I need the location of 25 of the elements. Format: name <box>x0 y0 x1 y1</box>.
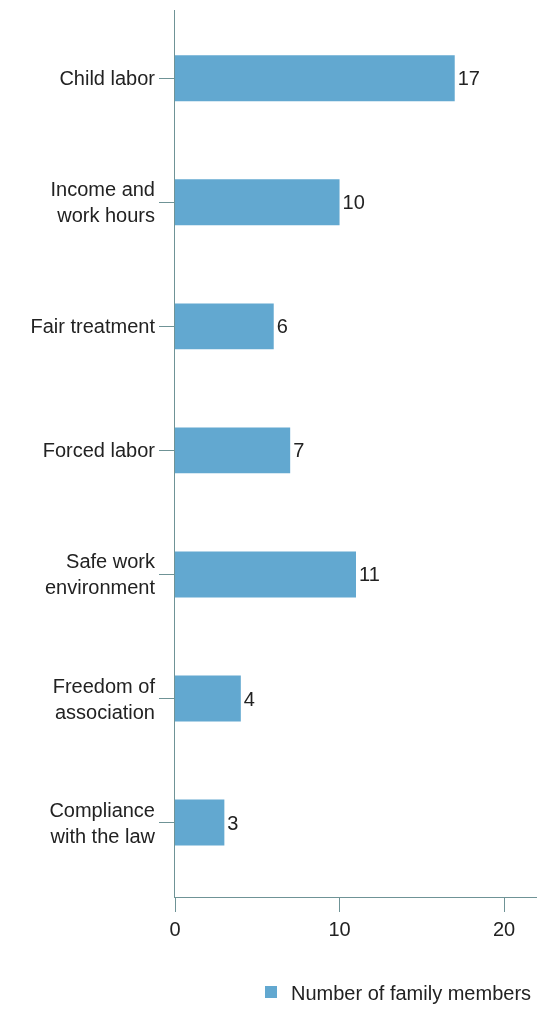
bar <box>175 55 455 102</box>
bar <box>175 675 241 722</box>
bar <box>175 799 225 846</box>
y-tick-label: Forced labor <box>42 439 156 462</box>
x-tick-label: 10 <box>328 918 351 940</box>
y-tick-label: Fair treatment <box>30 315 156 338</box>
bar <box>175 551 356 598</box>
y-tick-label: Compliance with the law <box>49 798 156 847</box>
data-label: 10 <box>342 191 365 214</box>
data-label: 17 <box>457 67 480 90</box>
y-tick-label: Income and work hours <box>50 178 155 227</box>
y-tick-label: Child labor <box>59 67 156 90</box>
data-label: 7 <box>293 439 305 462</box>
legend-label: Number of family members <box>291 981 532 1004</box>
data-label: 11 <box>359 563 380 586</box>
y-tick-label: Safe work environment <box>44 550 156 599</box>
y-tick-label: Freedom of association <box>52 674 156 723</box>
x-tick-label: 0 <box>169 918 181 940</box>
data-label: 4 <box>243 687 255 710</box>
bar <box>175 427 291 474</box>
x-tick-label: 20 <box>492 918 516 940</box>
bar <box>175 303 274 350</box>
bar <box>175 179 340 226</box>
data-label: 3 <box>227 811 239 834</box>
data-label: 6 <box>276 315 288 338</box>
